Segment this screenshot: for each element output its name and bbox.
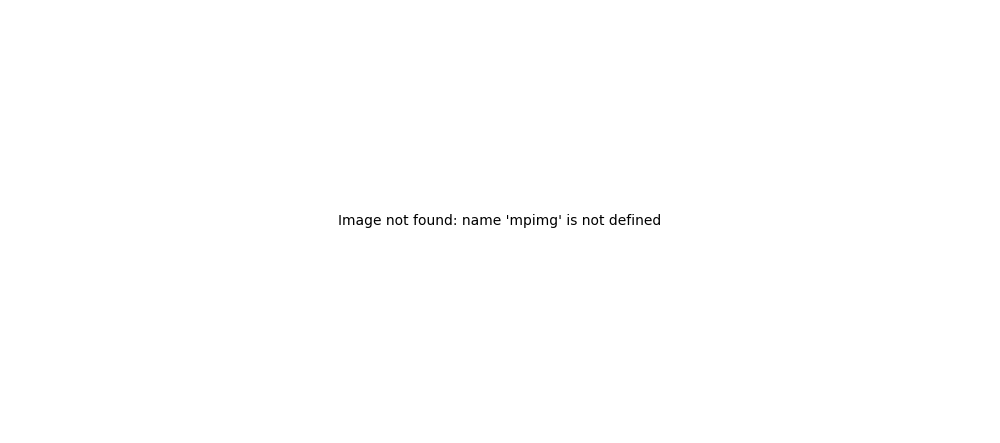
Text: Image not found: name 'mpimg' is not defined: Image not found: name 'mpimg' is not def… <box>338 214 662 229</box>
